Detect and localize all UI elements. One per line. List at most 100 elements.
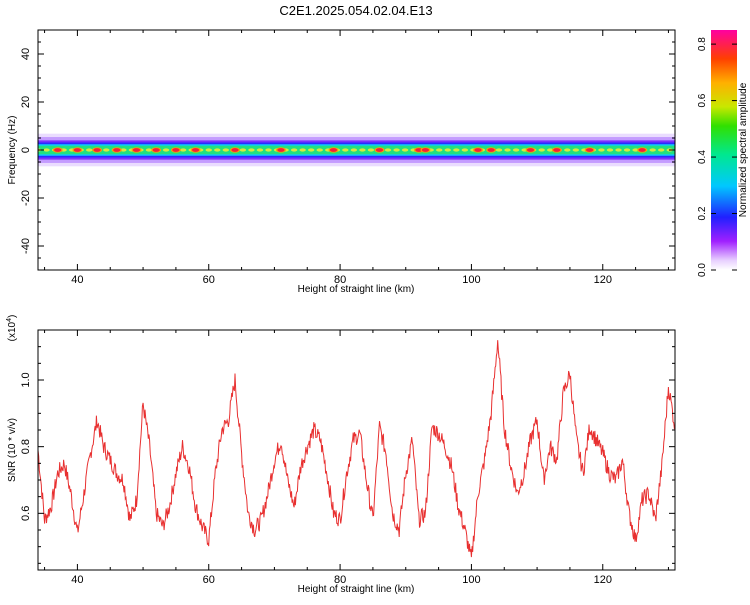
- colorbar-tick-label: 0.0: [697, 263, 708, 277]
- band-peak: [277, 148, 285, 152]
- band-speckle: [461, 148, 469, 152]
- band-peak: [113, 148, 121, 152]
- band-speckle: [393, 148, 400, 152]
- snr-background: [38, 330, 675, 570]
- band-peak: [375, 148, 384, 152]
- heatmap-y-tick-label: 0: [20, 147, 32, 153]
- snr-x-tick-label: 60: [203, 574, 215, 586]
- band-speckle: [86, 148, 93, 152]
- band-peak: [172, 148, 180, 152]
- band-speckle: [248, 148, 255, 152]
- band-speckle: [632, 148, 639, 152]
- heatmap-x-tick-label: 40: [71, 274, 83, 286]
- band-peak: [231, 148, 239, 152]
- band-speckle: [222, 148, 230, 152]
- snr-y-multiplier-exp: 4: [6, 318, 13, 322]
- snr-y-multiplier: (x104): [6, 315, 18, 342]
- band-speckle: [658, 148, 665, 152]
- snr-y-tick-label: 1.0: [20, 372, 32, 387]
- band-peak: [132, 148, 141, 152]
- heatmap-axes: 40 60 80 100 120 -40 -20 0 20 40: [20, 29, 675, 286]
- band-speckle: [290, 148, 298, 152]
- colorbar-tick-label: 0.8: [697, 37, 708, 51]
- band-speckle: [205, 148, 212, 152]
- chart-title: C2E1.2025.054.02.04.E13: [279, 3, 432, 18]
- colorbar-label: Normalized spectral amplitude: [738, 82, 749, 217]
- heatmap-band: [38, 133, 675, 167]
- heatmap-x-tick-label: 80: [334, 274, 346, 286]
- heatmap-y-tick-label: -40: [20, 238, 32, 254]
- snr-frame: [37, 329, 676, 571]
- snr-y-tick-label: 0.8: [20, 439, 32, 454]
- band-speckle: [43, 148, 50, 152]
- snr-x-tick-label: 40: [71, 574, 83, 586]
- band-speckle: [103, 148, 110, 152]
- heatmap-y-tick-label: 40: [20, 48, 32, 60]
- colorbar-tick-label: 0.2: [697, 206, 708, 220]
- band-peak: [93, 148, 101, 152]
- colorbar-gradient: [711, 30, 737, 270]
- band-speckle: [564, 148, 571, 152]
- snr-y-axis-label: SNR (10 * v/v): [7, 418, 18, 482]
- heatmap-x-tick-label: 100: [462, 274, 480, 286]
- band-peak: [329, 148, 338, 152]
- band-speckle: [239, 148, 247, 152]
- band-speckle: [606, 148, 614, 152]
- band-speckle: [444, 148, 451, 152]
- band-speckle: [367, 148, 375, 152]
- snr-y-tick-label: 0.6: [20, 506, 32, 521]
- band-speckle: [214, 148, 221, 152]
- band-peak: [73, 148, 82, 152]
- colorbar-tick-label: 0.4: [697, 150, 708, 164]
- heatmap-y-axis-label: Frequency (Hz): [7, 116, 18, 185]
- band-speckle: [162, 148, 170, 152]
- snr-x-tick-label: 120: [594, 574, 612, 586]
- band-speckle: [598, 148, 605, 152]
- snr-x-tick-label: 100: [462, 574, 480, 586]
- band-speckle: [623, 148, 631, 152]
- band-peak: [638, 148, 646, 152]
- band-speckle: [436, 148, 443, 152]
- band-speckle: [256, 148, 264, 152]
- band-speckle: [453, 148, 460, 152]
- heatmap-x-tick-label: 60: [203, 274, 215, 286]
- band-speckle: [145, 148, 153, 152]
- snr-y-multiplier-base: (x10: [7, 321, 18, 341]
- band-speckle: [615, 148, 622, 152]
- snr-line-layer: [38, 340, 675, 558]
- band-peak: [192, 148, 200, 152]
- band-speckle: [350, 148, 358, 152]
- band-speckle: [495, 148, 503, 152]
- snr-y-multiplier-close: ): [7, 315, 18, 318]
- heatmap-y-tick-label: -20: [20, 190, 32, 206]
- band-speckle: [538, 148, 545, 152]
- heatmap-x-tick-label: 120: [594, 274, 612, 286]
- colorbar-tick-label: 0.6: [697, 93, 708, 107]
- band-speckle: [359, 148, 366, 152]
- band-speckle: [179, 148, 187, 152]
- band-peak: [152, 148, 160, 152]
- snr-plot-area: [37, 329, 676, 571]
- band-peak: [586, 148, 594, 152]
- band-speckle: [401, 148, 409, 152]
- heatmap-x-axis-label: Height of straight line (km): [298, 284, 415, 295]
- snr-x-axis-label: Height of straight line (km): [298, 584, 415, 595]
- snr-axes: 40 60 80 100 120 0.6 0.8 1.0: [20, 330, 675, 586]
- band-speckle: [572, 148, 580, 152]
- band-speckle: [316, 148, 323, 152]
- colorbar-ticks: 0.0 0.2 0.4 0.6 0.8: [697, 37, 737, 277]
- band-speckle: [547, 148, 554, 152]
- band-peak: [487, 148, 495, 152]
- band-speckle: [307, 148, 315, 152]
- band-speckle: [384, 148, 392, 152]
- snr-x-tick-label: 80: [334, 574, 346, 586]
- band-peak: [526, 148, 535, 152]
- band-speckle: [512, 148, 520, 152]
- band-peak: [415, 148, 423, 152]
- band-speckle: [265, 148, 272, 152]
- band-speckle: [299, 148, 306, 152]
- band-peak: [553, 148, 561, 152]
- band-speckle: [120, 148, 127, 152]
